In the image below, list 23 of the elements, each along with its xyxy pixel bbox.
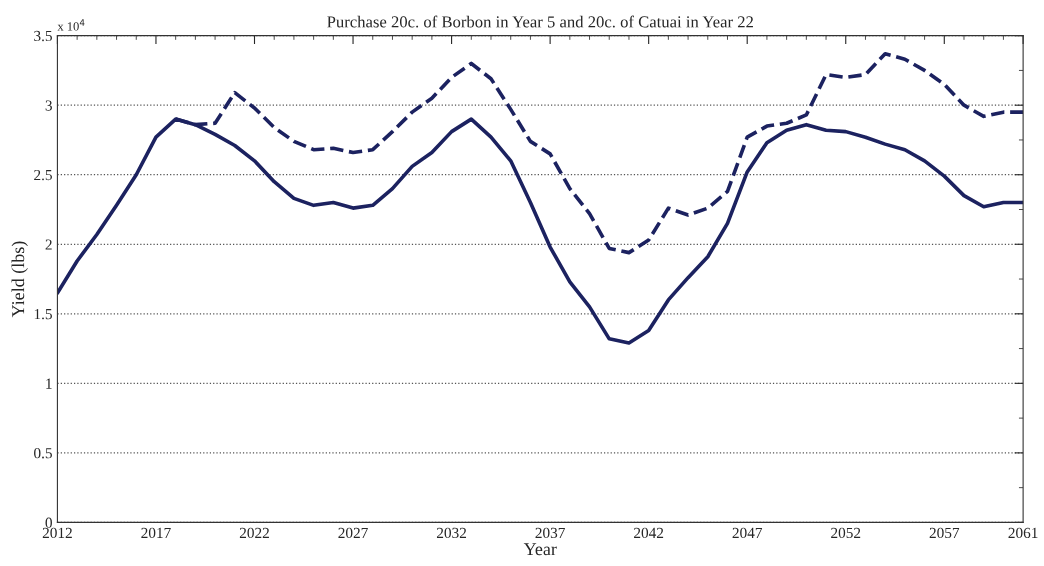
y-axis-title: Yield (lbs) — [11, 241, 28, 318]
x-tick-label: 2017 — [141, 527, 171, 539]
x-axis-title: Year — [523, 543, 557, 556]
x-tick-label: 2027 — [338, 527, 368, 539]
text: x 10$^{4}$ — [57, 19, 85, 31]
x-tick-label: 2042 — [634, 527, 664, 539]
y-tick-label: 0 — [45, 517, 52, 528]
x-tick-label: 2061 — [1008, 527, 1038, 539]
y-tick-label: 2.5 — [34, 169, 52, 181]
x-tick-label: 2032 — [436, 527, 467, 539]
x-tick-label: 2052 — [831, 527, 861, 539]
y-tick-label: 1 — [46, 378, 52, 389]
x-tick-label: 2047 — [732, 527, 763, 539]
x-tick-label: 2012 — [42, 527, 72, 539]
y-tick-label: 3.5 — [34, 30, 52, 42]
y-tick-label: 2 — [45, 239, 52, 250]
y-tick-label: 0.5 — [34, 448, 52, 459]
chart-title: Purchase 20c. of Borbon in Year 5 and 20c. of Catuai in Year 22 — [327, 15, 753, 28]
y-tick-label: 3 — [45, 100, 52, 111]
x-tick-label: 2022 — [239, 527, 269, 539]
x-tick-label: 2037 — [535, 527, 565, 539]
x-tick-label: 2057 — [929, 527, 960, 539]
y-tick-label: 1.5 — [34, 309, 52, 320]
